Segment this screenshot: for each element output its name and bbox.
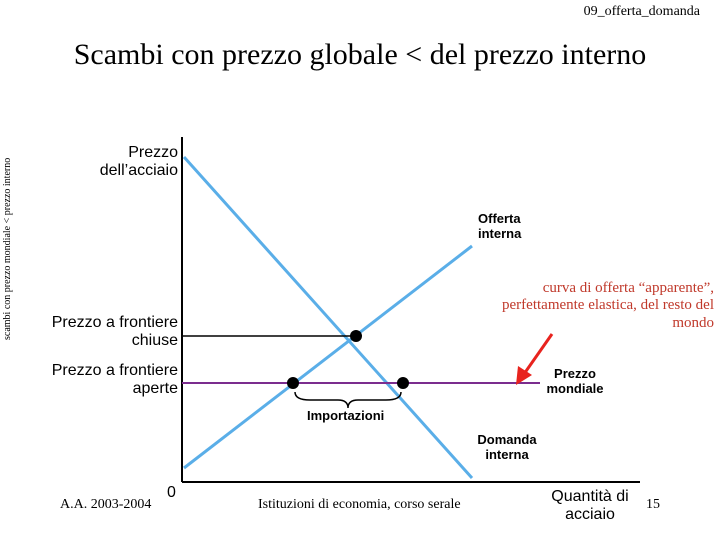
closed-equilibrium-point <box>350 330 362 342</box>
imports-brace <box>294 391 402 409</box>
closed-price-label: Prezzo a frontiere chiuse <box>51 314 178 350</box>
open-price-label: Prezzo a frontiere aperte <box>51 362 178 398</box>
slide-title: Scambi con prezzo globale < del prezzo i… <box>73 38 647 71</box>
world-price-label: Prezzo mondiale <box>546 366 604 396</box>
page-number: 15 <box>646 497 660 512</box>
supply-curve <box>183 244 473 470</box>
note-arrow-head <box>516 366 532 385</box>
footer-course: Istituzioni di economia, corso serale <box>258 497 461 512</box>
note-arrow <box>522 333 554 375</box>
demand-curve-label: Domanda interna <box>477 432 537 462</box>
y-axis-label: Prezzo dell’acciaio <box>99 144 178 180</box>
slide-code: 09_offerta_domanda <box>583 4 700 19</box>
footer-year: A.A. 2003-2004 <box>60 497 152 512</box>
x-axis-label: Quantità di acciaio <box>551 488 629 524</box>
demand-curve <box>182 155 474 480</box>
domestic-demand-point <box>397 377 409 389</box>
imports-label: Importazioni <box>307 408 385 423</box>
origin-label: 0 <box>167 484 176 501</box>
world-supply-note: curva di offerta “apparente”, perfettame… <box>502 280 714 331</box>
domestic-supply-point <box>287 377 299 389</box>
supply-curve-label: Offerta interna <box>478 211 522 241</box>
